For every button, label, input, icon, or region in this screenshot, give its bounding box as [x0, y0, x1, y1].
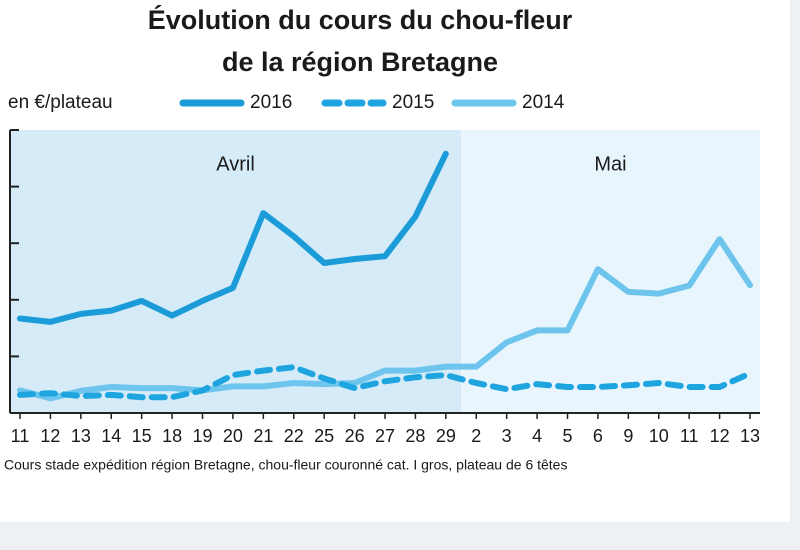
x-tick-label: 13: [71, 426, 91, 446]
series-line: [17, 236, 753, 402]
legend-label: 2015: [392, 92, 434, 113]
chart-title: de la région Bretagne: [222, 47, 498, 77]
x-tick-label: 4: [532, 426, 542, 446]
x-tick-label: 22: [284, 426, 304, 446]
x-tick-label: 27: [375, 426, 395, 446]
x-tick-label: 2: [471, 426, 481, 446]
x-tick-label: 19: [192, 426, 212, 446]
x-tick-label: 14: [101, 426, 121, 446]
x-tick-label: 15: [132, 426, 152, 446]
x-tick-label: 26: [345, 426, 365, 446]
x-tick-label: 6: [593, 426, 603, 446]
y-axis-label: en €/plateau: [8, 92, 113, 113]
x-tick-label: 9: [623, 426, 633, 446]
note: Cours stade expédition région Bretagne, …: [4, 457, 567, 473]
series-line: [17, 364, 753, 401]
x-tick-label: 21: [253, 426, 273, 446]
annotation: Mai: [594, 153, 626, 175]
x-tick-label: 10: [649, 426, 669, 446]
legend-label: 2014: [522, 92, 565, 113]
x-tick-label: 12: [710, 426, 730, 446]
x-tick-label: 20: [223, 426, 243, 446]
series-line: [17, 150, 449, 325]
legend-label: 2016: [250, 92, 292, 113]
annotation: Avril: [216, 153, 255, 175]
x-tick-label: 11: [680, 426, 699, 446]
chart-title: Évolution du cours du chou-fleur: [148, 4, 573, 35]
period-bg: [461, 130, 760, 413]
x-tick-label: 25: [314, 426, 334, 446]
x-tick-label: 11: [11, 426, 30, 446]
x-tick-label: 5: [562, 426, 572, 446]
x-tick-label: 12: [40, 426, 60, 446]
x-tick-label: 13: [740, 426, 760, 446]
x-tick-label: 28: [405, 426, 425, 446]
x-tick-label: 18: [162, 426, 182, 446]
period-bg: [10, 130, 462, 413]
x-tick-label: 29: [436, 426, 456, 446]
x-tick-label: 3: [502, 426, 512, 446]
